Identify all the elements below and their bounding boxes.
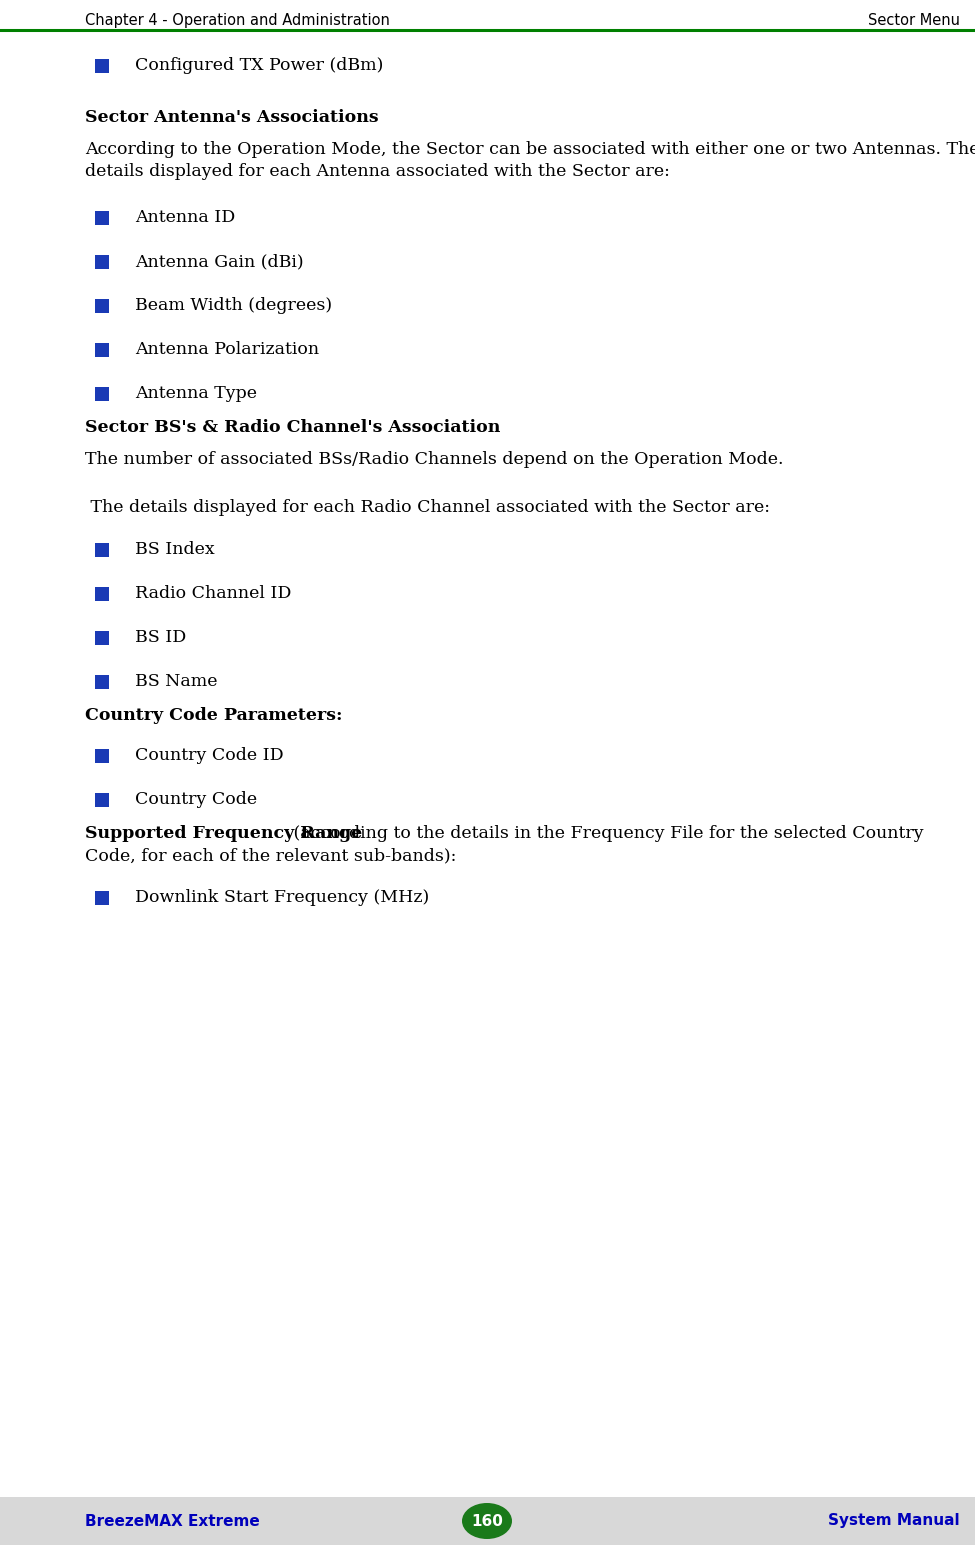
Bar: [95, 587, 109, 601]
Text: Code, for each of the relevant sub-bands):: Code, for each of the relevant sub-bands…: [85, 847, 456, 864]
Text: BreezeMAX Extreme: BreezeMAX Extreme: [85, 1514, 259, 1528]
Bar: [95, 343, 109, 357]
Bar: [95, 59, 109, 73]
Text: Chapter 4 - Operation and Administration: Chapter 4 - Operation and Administration: [85, 12, 390, 28]
Bar: [95, 630, 109, 644]
Bar: [95, 212, 109, 226]
Text: Antenna Polarization: Antenna Polarization: [135, 341, 319, 358]
Text: Country Code: Country Code: [135, 791, 257, 808]
Text: Sector Antenna's Associations: Sector Antenna's Associations: [85, 110, 378, 127]
Text: The number of associated BSs/Radio Channels depend on the Operation Mode.: The number of associated BSs/Radio Chann…: [85, 451, 784, 468]
Bar: [0, 1497, 975, 1545]
Text: Antenna ID: Antenna ID: [135, 210, 235, 227]
Text: Antenna Gain (dBi): Antenna Gain (dBi): [135, 253, 303, 270]
Text: Downlink Start Frequency (MHz): Downlink Start Frequency (MHz): [135, 890, 429, 907]
Bar: [95, 793, 109, 806]
Bar: [95, 675, 109, 689]
Text: BS Name: BS Name: [135, 674, 217, 691]
Text: Country Code ID: Country Code ID: [135, 748, 284, 765]
Text: Sector BS's & Radio Channel's Association: Sector BS's & Radio Channel's Associatio…: [85, 419, 500, 436]
Text: BS Index: BS Index: [135, 541, 214, 558]
Text: (according to the details in the Frequency File for the selected Country: (according to the details in the Frequen…: [289, 825, 923, 842]
Bar: [95, 255, 109, 269]
Text: The details displayed for each Radio Channel associated with the Sector are:: The details displayed for each Radio Cha…: [85, 499, 770, 516]
Bar: [95, 386, 109, 402]
Ellipse shape: [462, 1503, 512, 1539]
Bar: [95, 891, 109, 905]
Text: System Manual: System Manual: [829, 1514, 960, 1528]
Text: BS ID: BS ID: [135, 629, 186, 646]
Text: Beam Width (degrees): Beam Width (degrees): [135, 298, 332, 315]
Text: 160: 160: [471, 1514, 503, 1528]
Bar: [95, 749, 109, 763]
Text: Antenna Type: Antenna Type: [135, 386, 257, 403]
Text: Radio Channel ID: Radio Channel ID: [135, 586, 292, 603]
Text: According to the Operation Mode, the Sector can be associated with either one or: According to the Operation Mode, the Sec…: [85, 141, 975, 158]
Bar: [95, 542, 109, 558]
Text: details displayed for each Antenna associated with the Sector are:: details displayed for each Antenna assoc…: [85, 164, 670, 181]
Text: Configured TX Power (dBm): Configured TX Power (dBm): [135, 57, 383, 74]
Text: Country Code Parameters:: Country Code Parameters:: [85, 708, 342, 725]
Text: Supported Frequency Range: Supported Frequency Range: [85, 825, 363, 842]
Text: Sector Menu: Sector Menu: [868, 12, 960, 28]
Bar: [95, 300, 109, 314]
